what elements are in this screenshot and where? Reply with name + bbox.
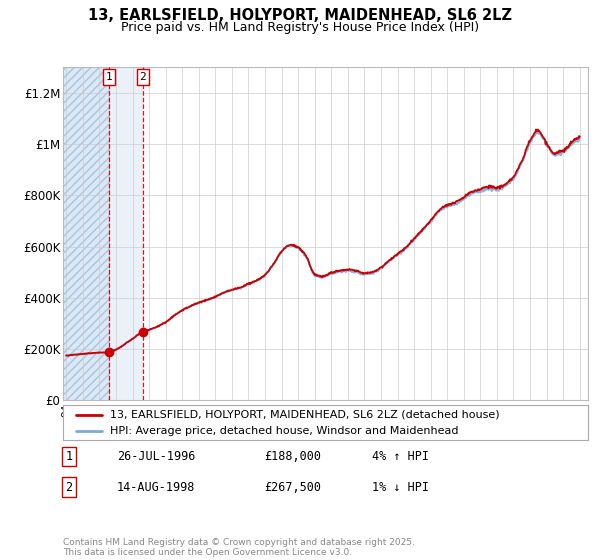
Bar xyxy=(109,67,143,400)
Text: 26-JUL-1996: 26-JUL-1996 xyxy=(117,450,196,463)
Text: HPI: Average price, detached house, Windsor and Maidenhead: HPI: Average price, detached house, Wind… xyxy=(110,426,459,436)
Text: 13, EARLSFIELD, HOLYPORT, MAIDENHEAD, SL6 2LZ (detached house): 13, EARLSFIELD, HOLYPORT, MAIDENHEAD, SL… xyxy=(110,409,500,419)
Text: Price paid vs. HM Land Registry's House Price Index (HPI): Price paid vs. HM Land Registry's House … xyxy=(121,21,479,34)
Text: 14-AUG-1998: 14-AUG-1998 xyxy=(117,480,196,494)
Text: 2: 2 xyxy=(65,480,73,494)
Text: 4% ↑ HPI: 4% ↑ HPI xyxy=(372,450,429,463)
Text: 13, EARLSFIELD, HOLYPORT, MAIDENHEAD, SL6 2LZ: 13, EARLSFIELD, HOLYPORT, MAIDENHEAD, SL… xyxy=(88,8,512,24)
Text: £267,500: £267,500 xyxy=(264,480,321,494)
Text: 2: 2 xyxy=(139,72,146,82)
Text: £188,000: £188,000 xyxy=(264,450,321,463)
Text: 1: 1 xyxy=(65,450,73,463)
Text: 1% ↓ HPI: 1% ↓ HPI xyxy=(372,480,429,494)
Bar xyxy=(63,67,109,400)
Bar xyxy=(63,67,109,400)
Text: Contains HM Land Registry data © Crown copyright and database right 2025.
This d: Contains HM Land Registry data © Crown c… xyxy=(63,538,415,557)
Text: 1: 1 xyxy=(106,72,112,82)
